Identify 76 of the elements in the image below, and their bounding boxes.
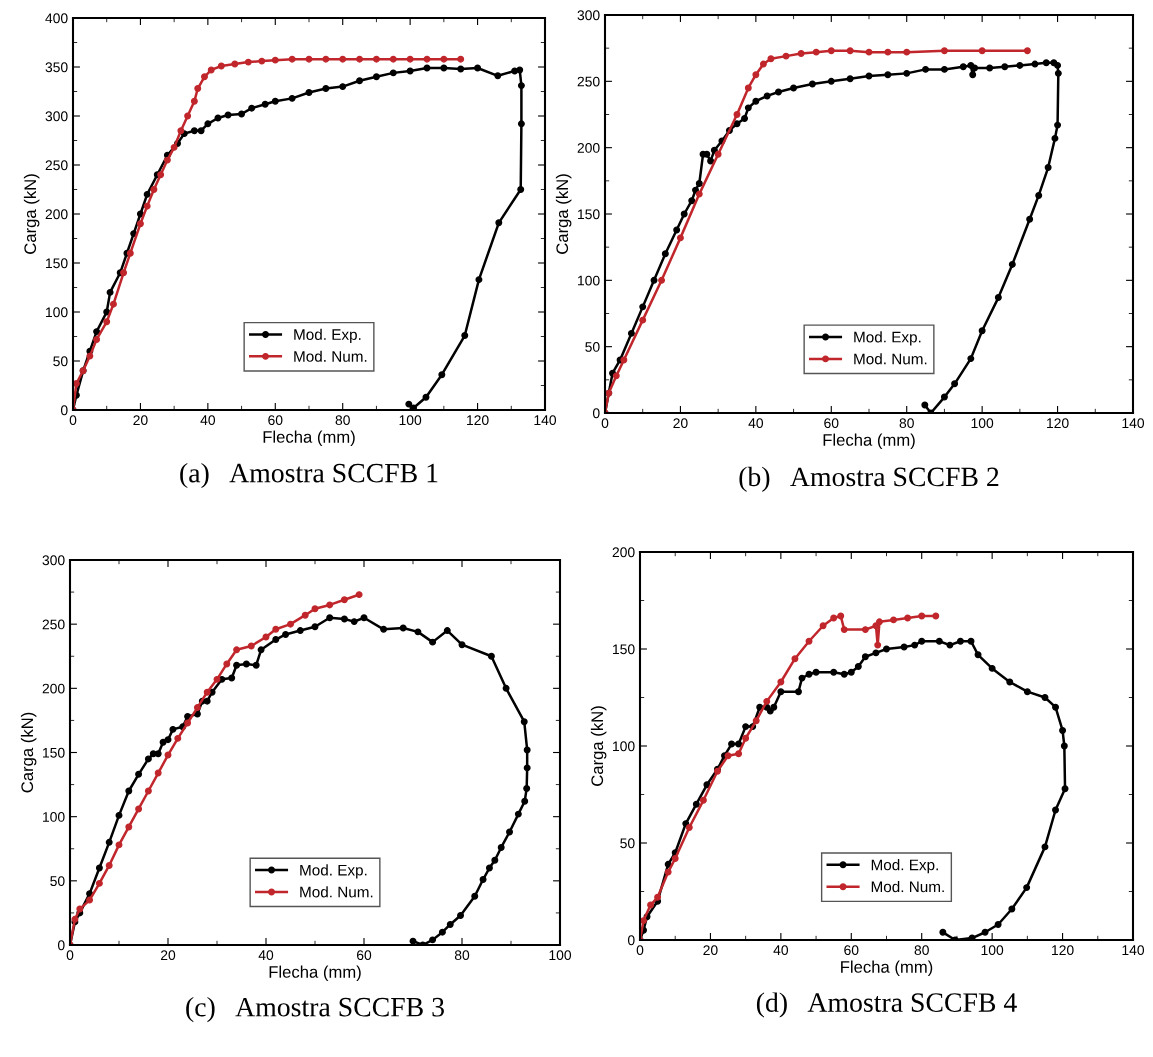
x-tick-label: 100 [981, 945, 1004, 956]
y-tick-label: 150 [613, 644, 635, 655]
y-tick-label: 50 [620, 838, 635, 849]
y-tick-label: 300 [45, 111, 68, 122]
y-tick-label: 50 [50, 876, 65, 886]
x-tick-label: 100 [549, 950, 572, 961]
y-tick-label: 400 [45, 13, 68, 24]
y-tick-label: 250 [45, 160, 68, 171]
y-tick-label: 50 [53, 356, 68, 367]
x-tick-label: 0 [69, 415, 77, 426]
legend-label: Mod. Exp. [300, 864, 367, 879]
x-tick-label: 40 [200, 415, 216, 426]
legend-label: Mod. Num. [871, 880, 944, 893]
x-tick-label: 60 [824, 418, 839, 429]
text: (d) Amostra SCCFB 4 [756, 992, 1017, 1018]
y-tick-label: 0 [627, 935, 635, 946]
x-tick-label: 60 [356, 950, 372, 961]
x-tick-label: 20 [133, 415, 148, 426]
y-tick-label: 100 [43, 812, 65, 822]
x-tick-label: 100 [971, 418, 994, 429]
y-tick-label: 150 [46, 258, 68, 269]
x-tick-label: 60 [844, 945, 859, 956]
y-tick-label: 250 [42, 619, 65, 630]
x-tick-label: 60 [268, 415, 283, 426]
x-tick-label: 140 [1122, 418, 1145, 429]
y-tick-label: 300 [42, 555, 65, 566]
x-tick-label: 40 [748, 418, 764, 429]
x-tick-label: 40 [258, 950, 274, 961]
text: (c) Amostra SCCFB 3 [186, 996, 444, 1023]
y-tick-label: 150 [578, 209, 600, 220]
y-axis-title: Carga (kN) [23, 174, 40, 254]
y-tick-label: 300 [577, 10, 600, 21]
x-tick-label: 120 [467, 415, 489, 426]
x-tick-label: 80 [914, 945, 929, 956]
y-tick-label: 100 [613, 741, 635, 752]
x-tick-label: 40 [773, 945, 789, 956]
y-tick-label: 100 [578, 275, 600, 286]
legend-label: Mod. Exp. [854, 331, 921, 346]
y-axis-title: Carga (kN) [20, 712, 37, 793]
x-tick-label: 140 [1122, 945, 1145, 956]
y-tick-label: 200 [612, 547, 635, 558]
y-tick-label: 350 [45, 62, 68, 73]
x-tick-label: 120 [1047, 418, 1069, 429]
y-tick-label: 200 [45, 209, 68, 220]
legend-label: Mod. Num. [294, 350, 367, 362]
y-tick-label: 100 [46, 307, 68, 318]
legend-label: Mod. Exp. [871, 859, 938, 874]
x-axis-title: Flecha (mm) [841, 960, 933, 977]
x-tick-label: 80 [454, 950, 470, 961]
y-axis-title: Carga (kN) [555, 174, 572, 254]
x-tick-label: 20 [673, 418, 688, 429]
x-tick-label: 120 [1052, 945, 1074, 956]
y-tick-label: 150 [43, 747, 65, 758]
y-tick-label: 0 [60, 405, 68, 416]
text: (b) Amostra SCCFB 2 [739, 466, 999, 492]
x-axis-title: Flecha (mm) [263, 430, 355, 447]
y-tick-label: 200 [42, 683, 65, 694]
x-tick-label: 20 [160, 950, 176, 961]
x-tick-label: 0 [636, 945, 644, 956]
x-tick-label: 80 [335, 415, 350, 426]
x-tick-label: 0 [601, 418, 609, 429]
y-tick-label: 200 [577, 143, 600, 153]
text: (a) Amostra SCCFB 1 [180, 462, 438, 489]
x-axis-title: Flecha (mm) [269, 965, 361, 982]
legend-label: Mod. Num. [300, 886, 373, 898]
x-axis-title: Flecha (mm) [823, 433, 915, 450]
legend-label: Mod. Exp. [294, 328, 361, 344]
y-axis-title: Carga (kN) [590, 706, 607, 786]
y-tick-label: 50 [585, 342, 600, 352]
y-tick-label: 0 [592, 408, 600, 419]
x-tick-label: 100 [399, 415, 422, 426]
y-tick-label: 250 [577, 76, 600, 87]
legend-label: Mod. Num. [854, 353, 927, 365]
x-tick-label: 20 [703, 945, 718, 956]
x-tick-label: 80 [899, 418, 914, 429]
x-tick-label: 140 [534, 415, 557, 426]
